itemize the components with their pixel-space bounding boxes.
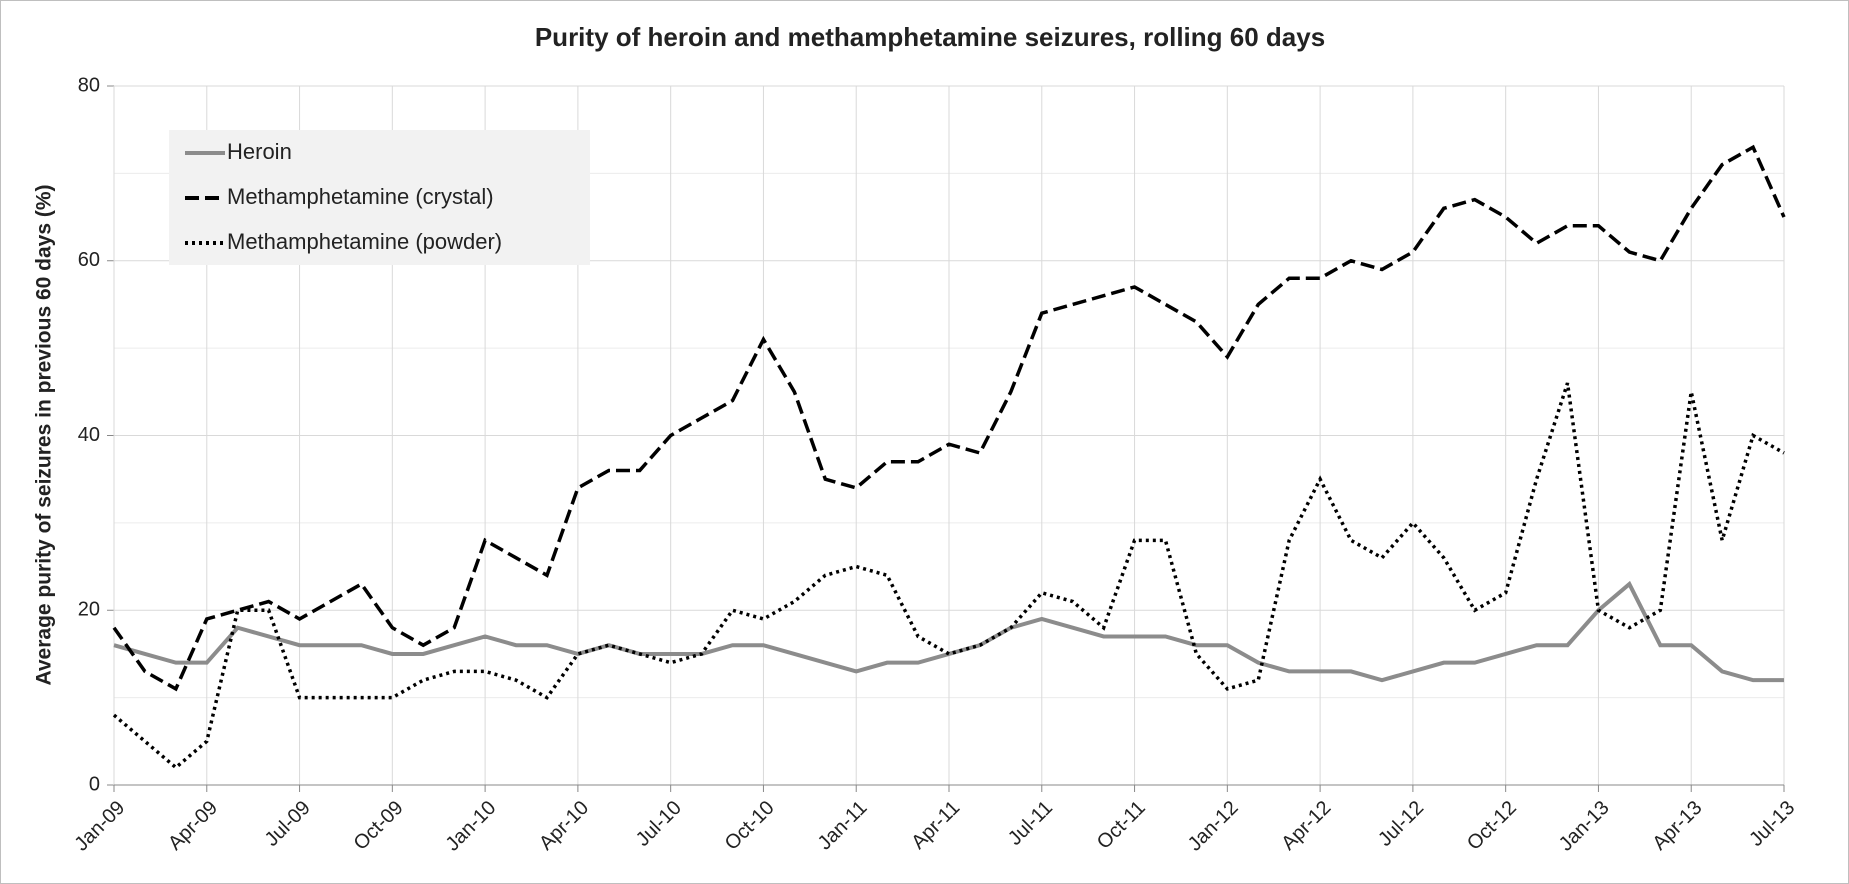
legend-label: Methamphetamine (powder) [227,229,502,254]
series-line [112,382,1785,770]
legend-label: Methamphetamine (crystal) [227,184,494,209]
chart-title: Purity of heroin and methamphetamine sei… [535,22,1325,52]
y-tick-label: 80 [78,74,100,96]
y-tick-label: 40 [78,424,100,446]
y-tick-label: 20 [78,599,100,621]
series-line [113,580,1784,683]
y-tick-label: 0 [89,773,100,795]
series-line [112,144,1786,692]
y-axis-label: Average purity of seizures in previous 6… [33,184,56,685]
legend-label: Heroin [227,139,292,164]
legend: Heroin Methamphetamine (crystal) Methamphe… [169,130,590,265]
legend-box [169,130,590,265]
y-tick-label: 60 [78,249,100,271]
